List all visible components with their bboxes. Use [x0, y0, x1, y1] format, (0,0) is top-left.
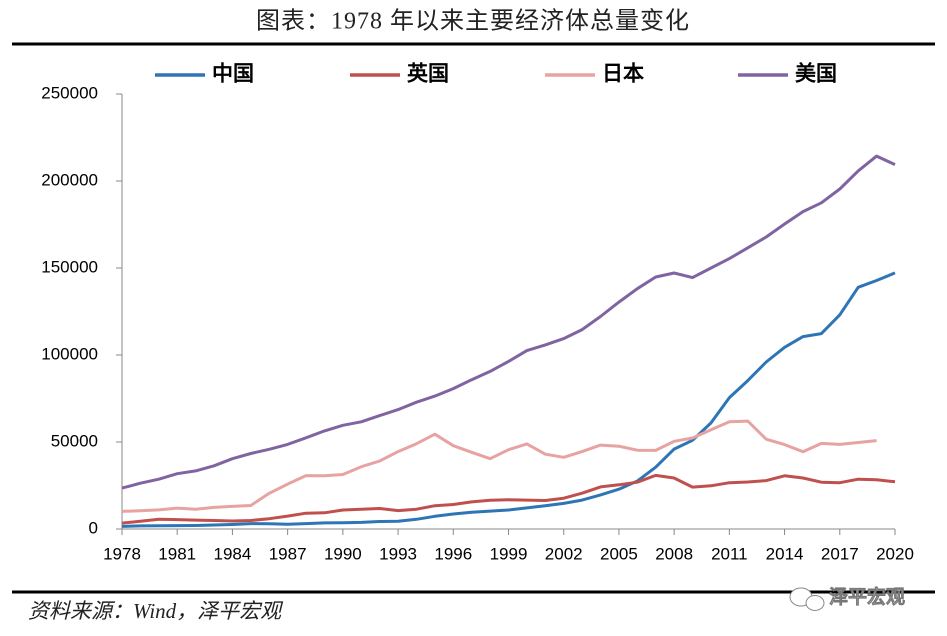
chart-title: 图表：1978 年以来主要经济体总量变化 — [256, 8, 690, 35]
series-line — [121, 271, 896, 528]
x-tick-label: 1999 — [490, 544, 528, 563]
x-tick-label: 2014 — [766, 544, 804, 563]
y-tick-label: 0 — [89, 518, 98, 537]
x-tick-label: 2011 — [711, 544, 748, 563]
x-tick-label: 2008 — [655, 544, 693, 563]
legend-label: 英国 — [407, 63, 449, 86]
y-tick-label: 150000 — [41, 257, 98, 276]
x-tick-label: 1987 — [269, 544, 307, 563]
x-tick-label: 1990 — [324, 544, 362, 563]
series-line — [121, 419, 877, 513]
source-note: 资料来源：Wind，泽平宏观 — [28, 599, 284, 623]
y-tick-label: 200000 — [41, 170, 98, 189]
x-tick-label: 2017 — [821, 544, 859, 563]
legend-label: 日本 — [602, 63, 644, 86]
x-tick-label: 1981 — [158, 544, 196, 563]
series-line — [121, 473, 896, 525]
y-tick-label: 50000 — [51, 431, 98, 450]
x-tick-label: 1984 — [214, 544, 252, 563]
x-tick-label: 2002 — [545, 544, 583, 563]
y-tick-label: 250000 — [41, 83, 98, 102]
y-tick-label: 100000 — [41, 344, 98, 363]
watermark: 泽平宏观 — [829, 585, 905, 608]
x-tick-label: 1993 — [379, 544, 417, 563]
legend-label: 中国 — [212, 63, 254, 86]
series-line — [121, 154, 896, 490]
x-tick-label: 2005 — [600, 544, 638, 563]
x-tick-label: 2020 — [876, 544, 914, 563]
x-tick-label: 1996 — [434, 544, 472, 563]
x-tick-label: 1978 — [103, 544, 141, 563]
legend-label: 美国 — [795, 62, 837, 86]
watermark-icon — [789, 587, 825, 611]
